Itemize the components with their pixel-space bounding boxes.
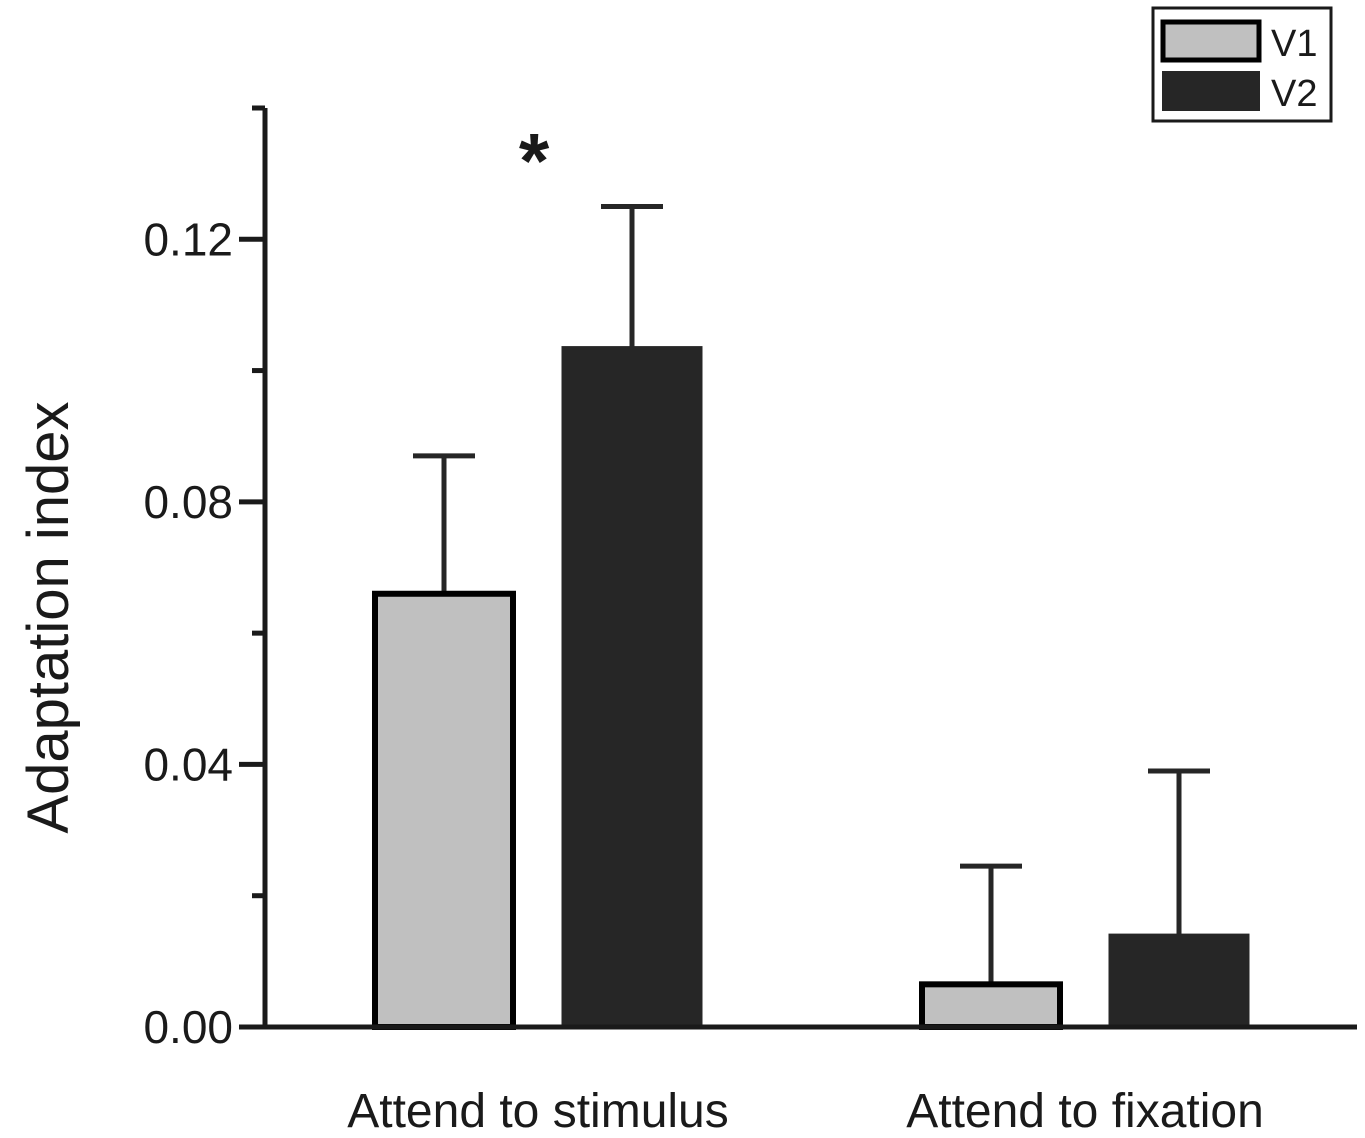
y-tick-label: 0.12 [143,213,233,265]
y-tick-label: 0.08 [143,476,233,528]
x-category-label: Attend to fixation [906,1085,1264,1138]
axes: 0.00 0.04 0.08 0.12 Attend to stimulus Attend… [16,105,1357,1138]
bar-v2-0 [561,346,703,1029]
legend-swatch-v1 [1160,19,1262,63]
legend-swatch-v2 [1162,71,1260,111]
x-category-label: Attend to stimulus [347,1085,729,1138]
y-tick-label: 0.00 [143,1001,233,1053]
y-axis-title: Adaptation index [16,401,81,833]
plot-area [372,203,1250,1031]
significance-marker: * [519,116,550,204]
y-tick-label: 0.04 [143,738,233,790]
legend-label-v2: V2 [1271,73,1317,115]
bar-v1-0 [372,590,516,1030]
bar-v1-1 [919,981,1063,1031]
legend-label-v1: V1 [1271,23,1317,65]
bar-v2-1 [1108,933,1250,1029]
